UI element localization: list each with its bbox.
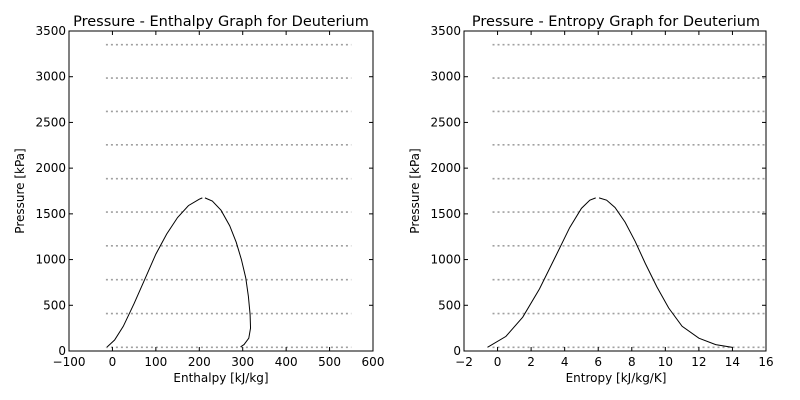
x-tick-label: −100 [53, 355, 86, 369]
y-tick-label: 2500 [35, 115, 66, 129]
y-tick-label: 3000 [35, 70, 66, 84]
x-tick-label: 14 [725, 355, 740, 369]
x-tick-label: 12 [691, 355, 706, 369]
x-tick-label: 16 [758, 355, 773, 369]
y-tick-label: 1000 [35, 253, 66, 267]
x-tick-label: 6 [594, 355, 602, 369]
y-tick-label: 1500 [430, 207, 461, 221]
x-axis-label: Enthalpy [kJ/kg] [173, 371, 268, 385]
x-tick-label: 0 [494, 355, 502, 369]
y-tick-label: 2500 [430, 115, 461, 129]
y-tick-label: 3000 [430, 70, 461, 84]
y-tick-label: 2000 [430, 161, 461, 175]
y-axis-label: Pressure [kPa] [408, 148, 422, 233]
y-tick-label: 2000 [35, 161, 66, 175]
isobar-lines [105, 43, 352, 349]
y-tick-label: 0 [58, 344, 66, 358]
saturated-vapor-line [204, 197, 252, 348]
x-tick-label: −2 [455, 355, 473, 369]
chart-title: Pressure - Enthalpy Graph for Deuterium [73, 14, 369, 30]
x-axis-label: Entropy [kJ/kg/K] [566, 371, 667, 385]
y-axis-label: Pressure [kPa] [13, 148, 27, 233]
pressure-enthalpy-chart: Pressure - Enthalpy Graph for Deuterium … [13, 14, 384, 385]
y-tick-label: 500 [43, 298, 66, 312]
x-tick-label: 4 [561, 355, 569, 369]
y-tick-label: 3500 [35, 24, 66, 38]
saturated-vapor-line [598, 197, 733, 348]
pressure-entropy-chart: Pressure - Entropy Graph for Deuterium E… [408, 14, 774, 385]
isobar-lines [492, 43, 766, 349]
chart-title: Pressure - Entropy Graph for Deuterium [472, 14, 760, 30]
y-tick-label: 3500 [430, 24, 461, 38]
y-tick-label: 0 [453, 344, 461, 358]
x-tick-label: 600 [362, 355, 385, 369]
y-tick-label: 1500 [35, 207, 66, 221]
x-tick-label: 300 [231, 355, 254, 369]
x-tick-label: 500 [318, 355, 341, 369]
plot-frame [463, 30, 767, 352]
saturated-liquid-line [106, 197, 203, 348]
plot-frame [68, 30, 374, 352]
x-tick-label: 0 [109, 355, 117, 369]
y-tick-label: 1000 [430, 253, 461, 267]
y-tick-label: 500 [438, 298, 461, 312]
x-tick-label: 200 [188, 355, 211, 369]
x-tick-label: 8 [628, 355, 636, 369]
x-tick-label: 10 [658, 355, 673, 369]
x-tick-label: 100 [144, 355, 167, 369]
saturated-liquid-line [487, 197, 596, 348]
x-tick-label: 2 [527, 355, 535, 369]
x-tick-label: 400 [275, 355, 298, 369]
